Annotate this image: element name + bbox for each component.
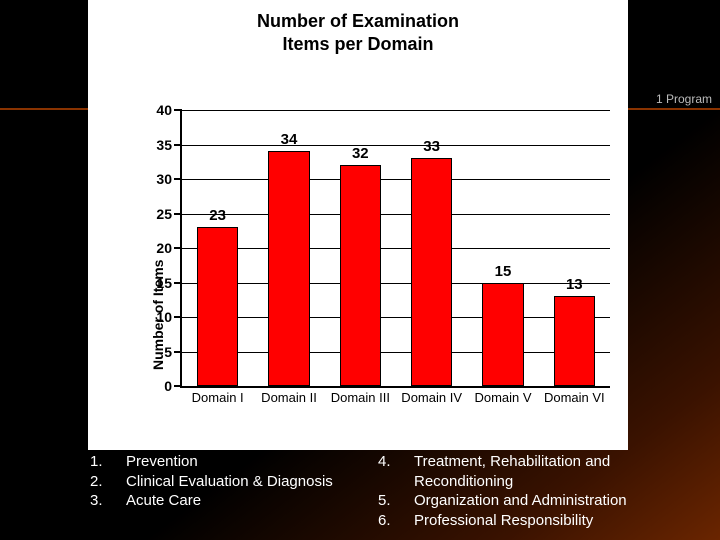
chart-title-line1: Number of Examination: [88, 10, 628, 33]
x-tick-label: Domain IV: [401, 386, 462, 405]
legend-row: 2.Clinical Evaluation & Diagnosis: [90, 472, 360, 492]
legend-text: Acute Care: [126, 491, 360, 511]
legend-row: 4.Treatment, Rehabilitation and Recondit…: [378, 452, 708, 491]
x-tick-label: Domain VI: [544, 386, 605, 405]
bar-value-label: 23: [209, 207, 226, 228]
y-tick-label: 35: [156, 137, 182, 153]
bar-value-label: 32: [352, 145, 369, 166]
bar-3: 32: [340, 165, 381, 386]
bar-value-label: 34: [281, 131, 298, 152]
legend-text: Professional Responsibility: [414, 511, 708, 531]
y-tick-label: 0: [164, 378, 182, 394]
legend-number: 4.: [378, 452, 414, 491]
bar-6: 13: [554, 296, 595, 386]
plot-area: 051015202530354023Domain I34Domain II32D…: [180, 110, 610, 388]
grid-line: [182, 317, 610, 318]
legend-text: Clinical Evaluation & Diagnosis: [126, 472, 360, 492]
y-tick-label: 10: [156, 309, 182, 325]
y-tick-label: 30: [156, 171, 182, 187]
bar-value-label: 33: [423, 138, 440, 159]
y-tick-label: 15: [156, 275, 182, 291]
legend-row: 6.Professional Responsibility: [378, 511, 708, 531]
chart-title-line2: Items per Domain: [88, 33, 628, 56]
legend-number: 1.: [90, 452, 126, 472]
legend-right: 4.Treatment, Rehabilitation and Recondit…: [378, 452, 708, 530]
x-tick-label: Domain II: [261, 386, 317, 405]
x-tick-label: Domain III: [331, 386, 390, 405]
legend-text: Treatment, Rehabilitation and Reconditio…: [414, 452, 708, 491]
y-tick-label: 25: [156, 206, 182, 222]
legend-number: 3.: [90, 491, 126, 511]
chart-panel: Number of Examination Items per Domain N…: [88, 0, 628, 450]
chart-title: Number of Examination Items per Domain: [88, 0, 628, 57]
bar-2: 34: [268, 151, 309, 386]
grid-line: [182, 179, 610, 180]
y-tick-label: 20: [156, 240, 182, 256]
program-tag: 1 Program: [656, 92, 712, 106]
legend-number: 2.: [90, 472, 126, 492]
grid-line: [182, 352, 610, 353]
legend-left: 1.Prevention2.Clinical Evaluation & Diag…: [90, 452, 360, 511]
legend-number: 5.: [378, 491, 414, 511]
legend-text: Organization and Administration: [414, 491, 708, 511]
plot-wrap: Number of Items 051015202530354023Domain…: [142, 110, 618, 410]
grid-line: [182, 145, 610, 146]
bar-value-label: 15: [495, 263, 512, 284]
legend-number: 6.: [378, 511, 414, 531]
bar-1: 23: [197, 227, 238, 386]
grid-line: [182, 214, 610, 215]
grid-line: [182, 283, 610, 284]
grid-line: [182, 248, 610, 249]
legend-row: 1.Prevention: [90, 452, 360, 472]
y-tick-label: 5: [164, 344, 182, 360]
legend-row: 3.Acute Care: [90, 491, 360, 511]
bar-4: 33: [411, 158, 452, 386]
bar-5: 15: [482, 283, 523, 387]
legend-row: 5.Organization and Administration: [378, 491, 708, 511]
legend-text: Prevention: [126, 452, 360, 472]
x-tick-label: Domain I: [192, 386, 244, 405]
grid-line: [182, 110, 610, 111]
y-tick-label: 40: [156, 102, 182, 118]
x-tick-label: Domain V: [474, 386, 531, 405]
bar-value-label: 13: [566, 276, 583, 297]
